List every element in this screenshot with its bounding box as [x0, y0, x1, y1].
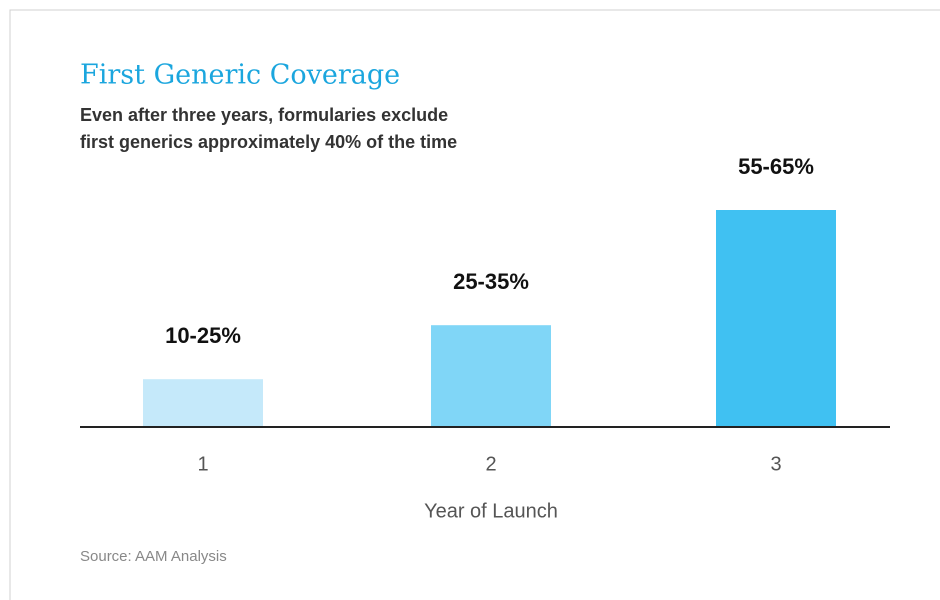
bar [716, 210, 836, 426]
x-tick-label: 3 [770, 453, 781, 475]
x-tick-label: 2 [485, 453, 496, 475]
bar [431, 325, 551, 426]
data-label: 25-35% [453, 269, 529, 294]
chart-subtitle: Even after three years, formularies excl… [80, 105, 448, 125]
data-label: 10-25% [165, 323, 241, 348]
x-axis-label: Year of Launch [424, 500, 558, 522]
data-label: 55-65% [738, 154, 814, 179]
chart-subtitle: first generics approximately 40% of the … [80, 132, 457, 152]
source: Source: AAM Analysis [80, 548, 227, 565]
x-tick-label: 1 [197, 453, 208, 475]
bar [143, 379, 263, 426]
chart-title: First Generic Coverage [80, 60, 400, 91]
